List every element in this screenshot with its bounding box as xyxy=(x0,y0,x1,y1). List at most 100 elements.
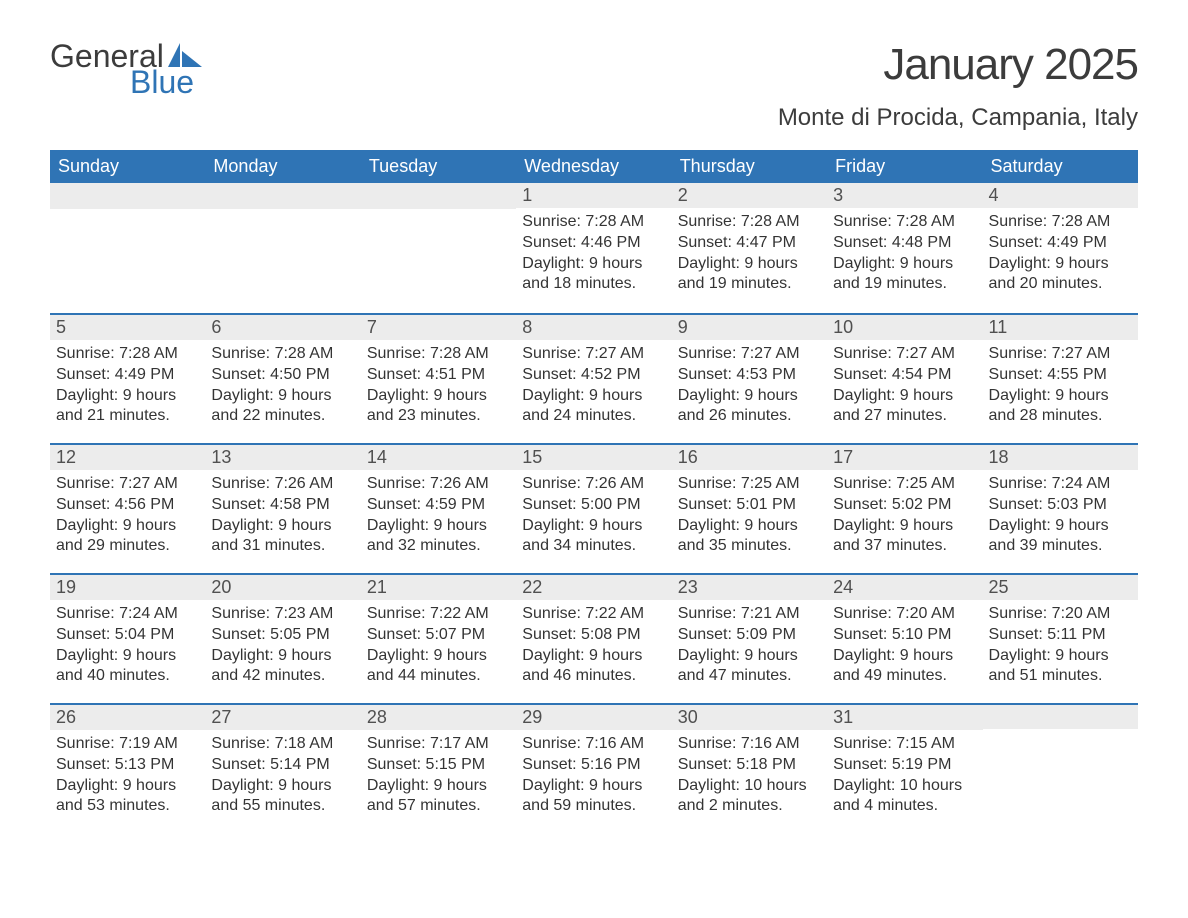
day-number-empty xyxy=(361,183,516,209)
day-number: 15 xyxy=(516,443,671,470)
daylight-line: Daylight: 10 hours and 4 minutes. xyxy=(833,776,976,818)
calendar-day-cell: 18Sunrise: 7:24 AMSunset: 5:03 PMDayligh… xyxy=(983,443,1138,573)
sunset-line: Sunset: 4:48 PM xyxy=(833,233,976,254)
calendar-day-cell: 21Sunrise: 7:22 AMSunset: 5:07 PMDayligh… xyxy=(361,573,516,703)
day-number: 16 xyxy=(672,443,827,470)
daylight-line: Daylight: 9 hours and 35 minutes. xyxy=(678,516,821,558)
calendar-day-cell: 7 Sunrise: 7:28 AMSunset: 4:51 PMDaylight… xyxy=(361,313,516,443)
daylight-line: Daylight: 9 hours and 23 minutes. xyxy=(367,386,510,428)
sunset-line: Sunset: 4:51 PM xyxy=(367,365,510,386)
day-number: 25 xyxy=(983,573,1138,600)
day-number: 5 xyxy=(50,313,205,340)
sunset-line: Sunset: 5:13 PM xyxy=(56,755,199,776)
day-content: Sunrise: 7:27 AMSunset: 4:52 PMDaylight:… xyxy=(516,340,671,435)
daylight-line: Daylight: 9 hours and 49 minutes. xyxy=(833,646,976,688)
day-number: 18 xyxy=(983,443,1138,470)
calendar-table: SundayMondayTuesdayWednesdayThursdayFrid… xyxy=(50,150,1138,833)
day-content: Sunrise: 7:27 AMSunset: 4:54 PMDaylight:… xyxy=(827,340,982,435)
sunrise-line: Sunrise: 7:17 AM xyxy=(367,734,510,755)
day-number: 23 xyxy=(672,573,827,600)
sunrise-line: Sunrise: 7:24 AM xyxy=(56,604,199,625)
sunset-line: Sunset: 4:49 PM xyxy=(56,365,199,386)
logo-text-blue: Blue xyxy=(50,66,202,98)
sunset-line: Sunset: 5:08 PM xyxy=(522,625,665,646)
day-number: 22 xyxy=(516,573,671,600)
day-content: Sunrise: 7:24 AMSunset: 5:04 PMDaylight:… xyxy=(50,600,205,695)
sunrise-line: Sunrise: 7:25 AM xyxy=(678,474,821,495)
day-number: 7 xyxy=(361,313,516,340)
daylight-line: Daylight: 9 hours and 40 minutes. xyxy=(56,646,199,688)
day-content: Sunrise: 7:18 AMSunset: 5:14 PMDaylight:… xyxy=(205,730,360,825)
calendar-day-cell: 3Sunrise: 7:28 AMSunset: 4:48 PMDaylight… xyxy=(827,183,982,313)
sunrise-line: Sunrise: 7:28 AM xyxy=(56,344,199,365)
calendar-empty-cell xyxy=(983,703,1138,833)
calendar-day-cell: 11Sunrise: 7:27 AMSunset: 4:55 PMDayligh… xyxy=(983,313,1138,443)
sunrise-line: Sunrise: 7:19 AM xyxy=(56,734,199,755)
daylight-line: Daylight: 9 hours and 22 minutes. xyxy=(211,386,354,428)
calendar-week-row: 1Sunrise: 7:28 AMSunset: 4:46 PMDaylight… xyxy=(50,183,1138,313)
daylight-line: Daylight: 9 hours and 34 minutes. xyxy=(522,516,665,558)
day-number: 21 xyxy=(361,573,516,600)
calendar-day-cell: 5Sunrise: 7:28 AMSunset: 4:49 PMDaylight… xyxy=(50,313,205,443)
daylight-line: Daylight: 9 hours and 29 minutes. xyxy=(56,516,199,558)
sunset-line: Sunset: 5:00 PM xyxy=(522,495,665,516)
calendar-day-cell: 13Sunrise: 7:26 AMSunset: 4:58 PMDayligh… xyxy=(205,443,360,573)
day-number: 10 xyxy=(827,313,982,340)
calendar-day-cell: 1Sunrise: 7:28 AMSunset: 4:46 PMDaylight… xyxy=(516,183,671,313)
day-header: Saturday xyxy=(983,150,1138,183)
daylight-line: Daylight: 9 hours and 57 minutes. xyxy=(367,776,510,818)
day-content: Sunrise: 7:20 AMSunset: 5:11 PMDaylight:… xyxy=(983,600,1138,695)
daylight-line: Daylight: 9 hours and 31 minutes. xyxy=(211,516,354,558)
sunset-line: Sunset: 5:15 PM xyxy=(367,755,510,776)
calendar-empty-cell xyxy=(50,183,205,313)
sunrise-line: Sunrise: 7:27 AM xyxy=(522,344,665,365)
day-number: 2 xyxy=(672,183,827,208)
sunset-line: Sunset: 5:16 PM xyxy=(522,755,665,776)
sunrise-line: Sunrise: 7:16 AM xyxy=(678,734,821,755)
day-number: 11 xyxy=(983,313,1138,340)
daylight-line: Daylight: 9 hours and 55 minutes. xyxy=(211,776,354,818)
day-content: Sunrise: 7:22 AMSunset: 5:07 PMDaylight:… xyxy=(361,600,516,695)
day-content: Sunrise: 7:26 AMSunset: 4:59 PMDaylight:… xyxy=(361,470,516,565)
day-number: 30 xyxy=(672,703,827,730)
sunset-line: Sunset: 4:54 PM xyxy=(833,365,976,386)
location-subtitle: Monte di Procida, Campania, Italy xyxy=(778,104,1138,132)
calendar-week-row: 19Sunrise: 7:24 AMSunset: 5:04 PMDayligh… xyxy=(50,573,1138,703)
day-content: Sunrise: 7:16 AMSunset: 5:18 PMDaylight:… xyxy=(672,730,827,825)
day-header: Tuesday xyxy=(361,150,516,183)
sunrise-line: Sunrise: 7:28 AM xyxy=(367,344,510,365)
sunset-line: Sunset: 5:05 PM xyxy=(211,625,354,646)
sunrise-line: Sunrise: 7:20 AM xyxy=(989,604,1132,625)
calendar-day-cell: 24Sunrise: 7:20 AMSunset: 5:10 PMDayligh… xyxy=(827,573,982,703)
logo: General Blue xyxy=(50,40,202,98)
day-header: Friday xyxy=(827,150,982,183)
sunset-line: Sunset: 5:01 PM xyxy=(678,495,821,516)
sunrise-line: Sunrise: 7:28 AM xyxy=(522,212,665,233)
sunrise-line: Sunrise: 7:18 AM xyxy=(211,734,354,755)
day-number: 9 xyxy=(672,313,827,340)
daylight-line: Daylight: 9 hours and 32 minutes. xyxy=(367,516,510,558)
calendar-day-cell: 22Sunrise: 7:22 AMSunset: 5:08 PMDayligh… xyxy=(516,573,671,703)
day-content: Sunrise: 7:25 AMSunset: 5:01 PMDaylight:… xyxy=(672,470,827,565)
sunrise-line: Sunrise: 7:27 AM xyxy=(56,474,199,495)
day-content: Sunrise: 7:28 AMSunset: 4:48 PMDaylight:… xyxy=(827,208,982,303)
day-number: 24 xyxy=(827,573,982,600)
calendar-header-row: SundayMondayTuesdayWednesdayThursdayFrid… xyxy=(50,150,1138,183)
sunrise-line: Sunrise: 7:15 AM xyxy=(833,734,976,755)
day-number-empty xyxy=(983,703,1138,729)
daylight-line: Daylight: 9 hours and 19 minutes. xyxy=(678,254,821,296)
daylight-line: Daylight: 9 hours and 53 minutes. xyxy=(56,776,199,818)
sunset-line: Sunset: 5:09 PM xyxy=(678,625,821,646)
day-content: Sunrise: 7:28 AMSunset: 4:46 PMDaylight:… xyxy=(516,208,671,303)
day-number: 4 xyxy=(983,183,1138,208)
sunset-line: Sunset: 4:56 PM xyxy=(56,495,199,516)
day-content: Sunrise: 7:24 AMSunset: 5:03 PMDaylight:… xyxy=(983,470,1138,565)
day-number: 31 xyxy=(827,703,982,730)
sunrise-line: Sunrise: 7:26 AM xyxy=(211,474,354,495)
calendar-day-cell: 23Sunrise: 7:21 AMSunset: 5:09 PMDayligh… xyxy=(672,573,827,703)
calendar-day-cell: 4Sunrise: 7:28 AMSunset: 4:49 PMDaylight… xyxy=(983,183,1138,313)
calendar-day-cell: 17Sunrise: 7:25 AMSunset: 5:02 PMDayligh… xyxy=(827,443,982,573)
day-content: Sunrise: 7:28 AMSunset: 4:49 PMDaylight:… xyxy=(983,208,1138,303)
calendar-day-cell: 29Sunrise: 7:16 AMSunset: 5:16 PMDayligh… xyxy=(516,703,671,833)
day-number: 19 xyxy=(50,573,205,600)
